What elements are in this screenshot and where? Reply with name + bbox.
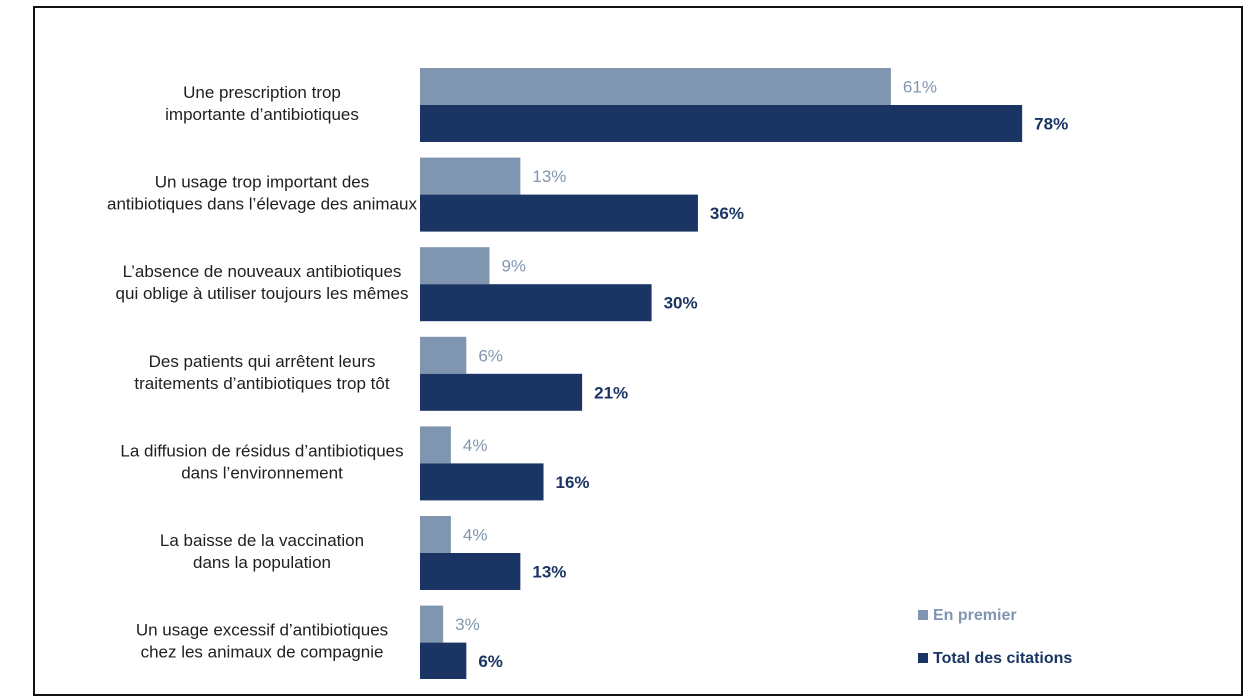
data-label: 13% <box>532 167 566 186</box>
category-label-line: traitements d’antibiotiques trop tôt <box>134 374 389 393</box>
data-label: 4% <box>463 436 488 455</box>
bar-en-premier <box>420 157 521 195</box>
category-label: L’absence de nouveaux antibiotiques qui o… <box>116 262 409 303</box>
data-label: 30% <box>664 294 698 313</box>
category-label-line: La diffusion de résidus d’antibiotiques <box>120 441 403 460</box>
data-label: 78% <box>1034 115 1068 134</box>
data-label: 21% <box>594 383 628 402</box>
bar-total-citations <box>420 284 652 322</box>
category-label: La baisse de la vaccination dans la popul… <box>160 531 364 572</box>
data-label: 13% <box>532 563 566 582</box>
category-label: Une prescription trop importante d’antibi… <box>165 83 359 124</box>
bar-total-citations <box>420 373 583 411</box>
bar-total-citations <box>420 463 544 501</box>
bar-total-citations <box>420 105 1023 142</box>
bar-total-citations <box>420 194 698 232</box>
data-label: 4% <box>463 526 488 545</box>
category-label-line: dans la population <box>193 553 331 572</box>
category-label-line: Une prescription trop <box>183 83 341 102</box>
category-label-line: Un usage trop important des <box>155 173 370 192</box>
legend-swatch <box>918 610 928 620</box>
category-label-line: importante d’antibiotiques <box>165 105 359 124</box>
category-label: Des patients qui arrêtent leurs traitemen… <box>134 352 389 393</box>
category-label-line: Des patients qui arrêtent leurs <box>149 352 376 371</box>
data-label: 36% <box>710 204 744 223</box>
category-label: Un usage trop important des antibiotiques… <box>107 173 417 214</box>
bar-en-premier <box>420 68 891 105</box>
data-label: 6% <box>478 346 503 365</box>
data-label: 6% <box>478 652 503 671</box>
category-label-line: dans l’environnement <box>181 463 343 482</box>
legend-label: Total des citations <box>933 650 1072 667</box>
category-label: Un usage excessif d’antibiotiques chez le… <box>136 621 388 662</box>
category-label-line: qui oblige à utiliser toujours les mêmes <box>116 284 409 303</box>
bar-en-premier <box>420 336 467 374</box>
category-label-line: chez les animaux de compagnie <box>141 643 384 662</box>
legend-label: En premier <box>933 607 1017 624</box>
category-label: La diffusion de résidus d’antibiotiques d… <box>120 441 403 482</box>
data-label: 61% <box>903 78 937 97</box>
bar-total-citations <box>420 642 467 679</box>
category-label-line: antibiotiques dans l’élevage des animaux <box>107 195 417 214</box>
bar-chart: Une prescription trop importante d’antibi… <box>107 68 1072 679</box>
data-label: 16% <box>556 473 590 492</box>
bar-en-premier <box>420 605 444 643</box>
bar-en-premier <box>420 426 451 464</box>
category-label-line: L’absence de nouveaux antibiotiques <box>123 262 402 281</box>
bar-total-citations <box>420 553 521 590</box>
category-label-line: Un usage excessif d’antibiotiques <box>136 621 388 640</box>
bar-en-premier <box>420 516 451 553</box>
data-label: 9% <box>501 257 526 276</box>
legend-swatch <box>918 653 928 663</box>
bar-en-premier <box>420 247 490 285</box>
category-label-line: La baisse de la vaccination <box>160 531 364 550</box>
data-label: 3% <box>455 615 480 634</box>
